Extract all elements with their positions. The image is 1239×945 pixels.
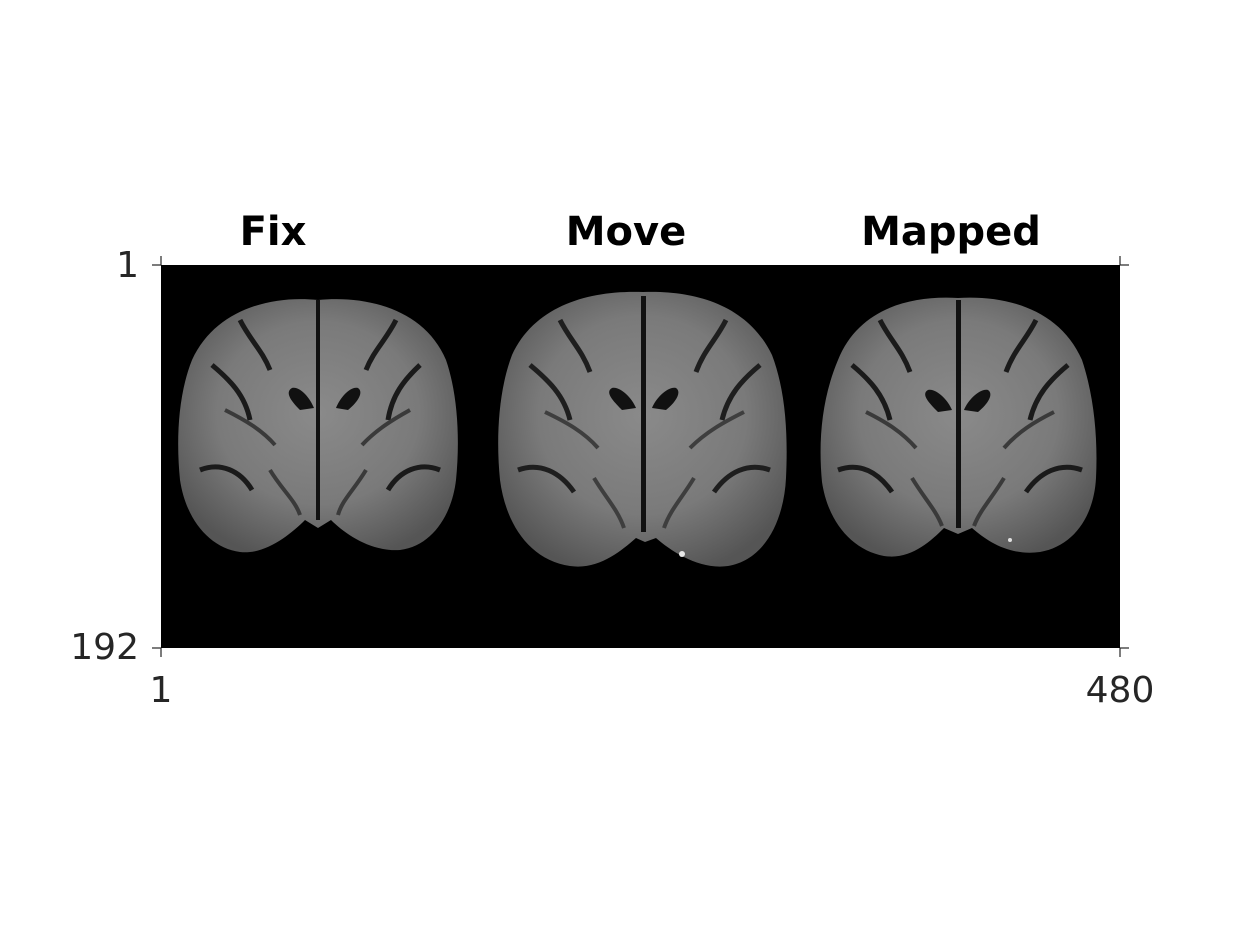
- axis-ticks: [152, 256, 1129, 657]
- x-tick-label-left: 1: [149, 670, 173, 711]
- x-tick-label-right: 480: [1085, 670, 1155, 711]
- panel-title-mapped: Mapped: [861, 209, 1041, 255]
- panel-title-fix: Fix: [239, 209, 307, 255]
- y-tick-label-top: 1: [116, 245, 139, 286]
- panel-title-move: Move: [565, 209, 687, 255]
- brain-slice-fix: [178, 299, 458, 553]
- y-tick-label-bottom: 192: [70, 627, 139, 668]
- brain-slice-move: [498, 291, 787, 567]
- brain-slice-mapped: [820, 297, 1097, 557]
